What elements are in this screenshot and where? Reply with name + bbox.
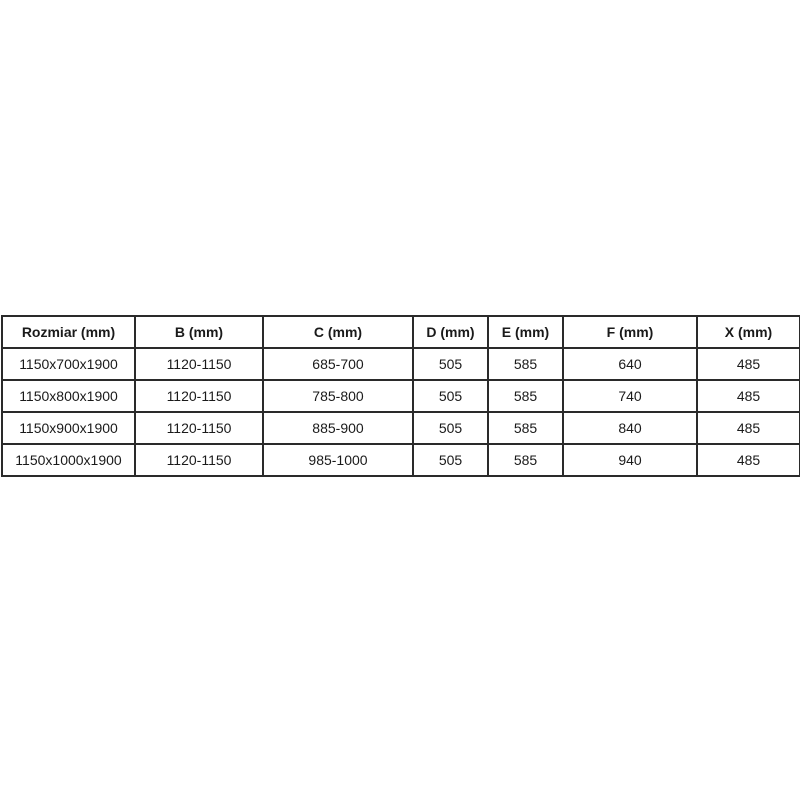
table-cell: 740: [562, 379, 698, 413]
table-cell: 940: [562, 443, 698, 477]
table-cell: 640: [562, 347, 698, 381]
table-cell: 685-700: [262, 347, 414, 381]
table-cell: 1150x800x1900: [1, 379, 136, 413]
table-cell: 585: [487, 443, 564, 477]
table-row: 1150x800x1900 1120-1150 785-800 505 585 740 48…: [1, 379, 800, 413]
column-header: B (mm): [134, 315, 264, 349]
table-cell: 485: [696, 379, 800, 413]
table-cell: 585: [487, 347, 564, 381]
column-header: Rozmiar (mm): [1, 315, 136, 349]
table-cell: 505: [412, 411, 489, 445]
table-cell: 505: [412, 443, 489, 477]
table-cell: 885-900: [262, 411, 414, 445]
table-cell: 1120-1150: [134, 411, 264, 445]
table-cell: 585: [487, 411, 564, 445]
column-header: X (mm): [696, 315, 800, 349]
dimensions-table: Rozmiar (mm) B (mm) C (mm) D (mm) E (mm) F (m…: [1, 315, 800, 477]
table-cell: 785-800: [262, 379, 414, 413]
table-cell: 1120-1150: [134, 443, 264, 477]
table-cell: 1150x1000x1900: [1, 443, 136, 477]
table-row: 1150x1000x1900 1120-1150 985-1000 505 585 940…: [1, 443, 800, 477]
table-cell: 1150x700x1900: [1, 347, 136, 381]
table-cell: 505: [412, 347, 489, 381]
column-header: F (mm): [562, 315, 698, 349]
table-cell: 985-1000: [262, 443, 414, 477]
column-header: E (mm): [487, 315, 564, 349]
table-cell: 1120-1150: [134, 347, 264, 381]
table-row: 1150x700x1900 1120-1150 685-700 505 585 640 48…: [1, 347, 800, 381]
column-header: D (mm): [412, 315, 489, 349]
header-row: Rozmiar (mm) B (mm) C (mm) D (mm) E (mm) F (m…: [1, 315, 800, 349]
table-cell: 485: [696, 443, 800, 477]
table-cell: 485: [696, 347, 800, 381]
table-cell: 1150x900x1900: [1, 411, 136, 445]
table-cell: 485: [696, 411, 800, 445]
table-cell: 1120-1150: [134, 379, 264, 413]
table-row: 1150x900x1900 1120-1150 885-900 505 585 840 48…: [1, 411, 800, 445]
table-cell: 585: [487, 379, 564, 413]
table-cell: 840: [562, 411, 698, 445]
table-cell: 505: [412, 379, 489, 413]
column-header: C (mm): [262, 315, 414, 349]
